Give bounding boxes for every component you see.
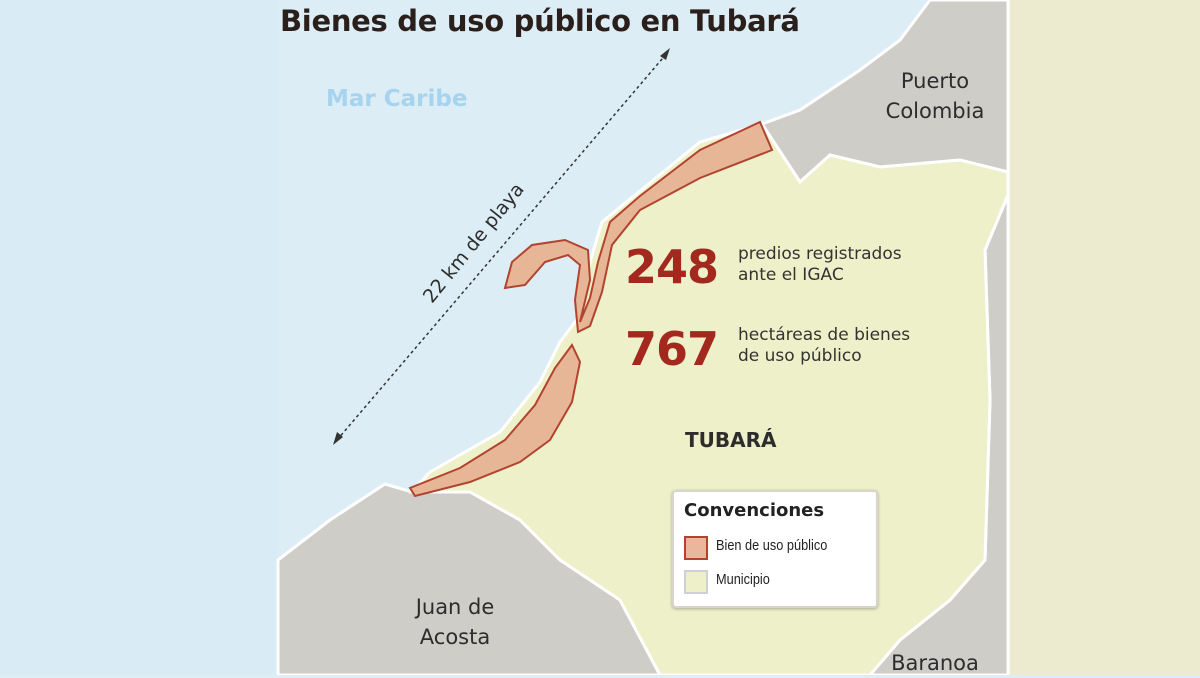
legend: Convenciones Bien de uso público Municip… — [672, 490, 878, 608]
public-good-north — [503, 120, 774, 334]
stat-description: hectáreas de bienes de uso público — [738, 325, 910, 367]
public-good-south — [408, 343, 582, 498]
legend-swatch-public-good — [684, 536, 708, 560]
legend-label: Bien de uso público — [716, 537, 828, 554]
map-title: Bienes de uso público en Tubará — [280, 4, 800, 38]
blurred-right — [1008, 0, 1200, 675]
tubara-label: TUBARÁ — [685, 428, 777, 452]
juan-de-acosta-label: Juan de Acosta — [415, 595, 495, 649]
sea-label: Mar Caribe — [326, 86, 468, 112]
legend-label: Municipio — [716, 571, 770, 588]
stat-line: ante el IGAC — [738, 265, 844, 285]
blurred-left — [0, 0, 278, 675]
stat-description: predios registrados ante el IGAC — [738, 244, 902, 286]
stat-number: 767 — [625, 322, 719, 376]
arrow-head-top — [660, 48, 670, 60]
stat-number: 248 — [625, 240, 719, 294]
stat-line: predios registrados — [738, 244, 902, 264]
baranoa-label: Baranoa — [891, 651, 979, 675]
legend-swatch-municipio — [684, 570, 708, 594]
stat-line: de uso público — [738, 346, 862, 366]
beach-length-arrow — [336, 51, 669, 441]
puerto-colombia-label: Puerto Colombia — [885, 69, 985, 123]
legend-title: Convenciones — [684, 500, 825, 521]
stat-line: hectáreas de bienes — [738, 325, 911, 345]
arrow-head-bottom — [333, 432, 343, 445]
